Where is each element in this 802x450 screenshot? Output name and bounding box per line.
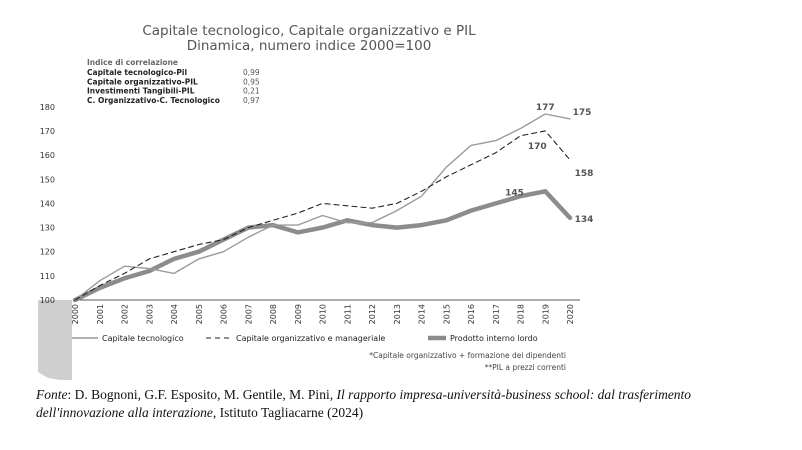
correlation-row-label: Capitale organizzativo-PIL	[87, 77, 198, 86]
x-tick-label: 2017	[492, 304, 501, 324]
x-tick-label: 2003	[145, 304, 154, 324]
y-tick-label: 170	[40, 127, 55, 136]
x-tick-label: 2011	[343, 304, 352, 324]
chart-data-labels: 177 175 170 158 145 134	[505, 103, 593, 225]
x-tick-label: 2004	[170, 304, 179, 324]
series-line-1	[74, 130, 571, 301]
y-tick-label: 180	[40, 103, 55, 112]
data-label: 175	[573, 108, 592, 118]
x-tick-label: 2008	[269, 304, 278, 324]
data-label: 145	[505, 188, 524, 198]
correlation-heading: Indice di correlazione	[87, 58, 178, 67]
correlation-row-value: 0,97	[243, 96, 260, 105]
correlation-row-label: Investimenti Tangibili-PIL	[87, 87, 195, 96]
data-label: 170	[528, 142, 547, 152]
source-citation: Fonte: D. Bognoni, G.F. Esposito, M. Gen…	[36, 386, 776, 422]
x-tick-label: 2013	[393, 304, 402, 324]
x-tick-label: 2009	[294, 304, 303, 324]
x-tick-label: 2016	[467, 304, 476, 324]
correlation-row-label: C. Organizzativo-C. Tecnologico	[87, 96, 220, 105]
y-tick-label: 160	[40, 151, 55, 160]
y-tick-label: 110	[40, 272, 55, 281]
chart-series	[72, 113, 573, 303]
chart-axes: 100 110 120 130 140 150 160 170 180 2000 2001 2002 2…	[40, 103, 580, 324]
x-tick-label: 2005	[195, 304, 204, 324]
x-tick-label: 2014	[418, 304, 427, 324]
chart-legend: Capitale tecnologico Capitale organizzati…	[72, 334, 538, 343]
source-publisher: , Istituto Tagliacarne (2024)	[212, 405, 364, 420]
chart-title-line-1: Capitale tecnologico, Capitale organizza…	[142, 23, 476, 39]
x-tick-label: 2001	[96, 304, 105, 324]
source-title: Il rapporto impresa-università-business …	[36, 387, 692, 420]
chart-notes: *Capitale organizzativo + formazione dei…	[369, 351, 566, 372]
x-tick-label: 2018	[517, 304, 526, 324]
chart-title-line-2: Dinamica, numero indice 2000=100	[187, 38, 432, 54]
x-tick-label: 2015	[442, 304, 451, 324]
footnote: **PIL a prezzi correnti	[485, 363, 566, 372]
x-tick-label: 2010	[319, 304, 328, 324]
legend-label: Capitale organizzativo e manageriale	[236, 334, 385, 343]
x-tick-label: 2020	[566, 304, 575, 324]
series-line-2	[72, 189, 573, 303]
y-tick-label: 100	[40, 296, 55, 305]
y-tick-label: 140	[40, 199, 55, 208]
x-tick-label: 2012	[368, 304, 377, 324]
source-authors: : D. Bognoni, G.F. Esposito, M. Gentile,…	[67, 387, 337, 402]
correlation-row-label: Capitale tecnologico-Pil	[87, 68, 187, 77]
y-tick-label: 120	[40, 248, 55, 257]
x-tick-label: 2007	[244, 304, 253, 324]
correlation-row-value: 0,21	[243, 87, 260, 96]
decorative-shape	[38, 300, 72, 380]
x-tick-label: 2019	[541, 304, 550, 324]
data-label: 177	[536, 103, 555, 113]
correlation-row-value: 0,99	[243, 68, 260, 77]
x-tick-label: 2002	[121, 304, 130, 324]
legend-label: Prodotto interno lordo	[450, 334, 538, 343]
chart-figure: Capitale tecnologico, Capitale organizza…	[38, 23, 593, 380]
legend-label: Capitale tecnologico	[102, 334, 184, 343]
data-label: 134	[575, 215, 594, 225]
source-prefix: Fonte	[36, 387, 68, 402]
y-tick-label: 150	[40, 175, 55, 184]
x-tick-label: 2000	[71, 304, 80, 324]
footnote: *Capitale organizzativo + formazione dei…	[369, 351, 566, 360]
data-label: 158	[575, 169, 594, 179]
correlation-row-value: 0,95	[243, 77, 260, 86]
series-line-0	[74, 113, 571, 301]
x-tick-label: 2006	[220, 304, 229, 324]
y-tick-label: 130	[40, 224, 55, 233]
